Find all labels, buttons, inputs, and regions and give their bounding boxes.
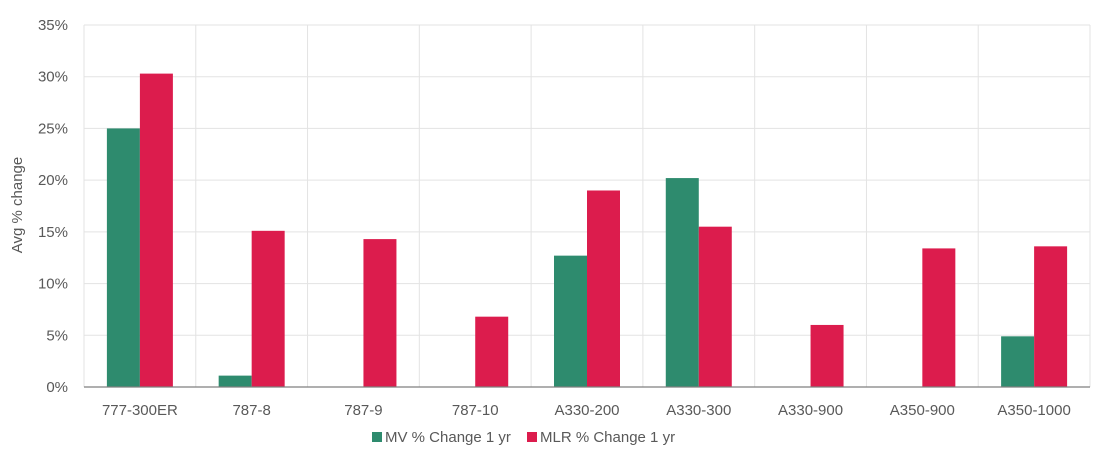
bars	[106, 73, 1068, 388]
bar-mv	[665, 178, 699, 387]
bar-mv	[106, 128, 140, 387]
bar-mlr	[698, 226, 732, 387]
y-tick-label: 20%	[38, 172, 68, 189]
x-tick-labels: 777-300ER 787-8 787-9 787-10 A330-200 A330-30…	[102, 402, 1071, 419]
legend-label: MLR % Change 1 yr	[540, 429, 675, 446]
y-tick-labels: 0% 5% 10% 15% 20% 25% 30% 35%	[38, 17, 68, 396]
bar-mlr	[810, 324, 844, 387]
x-tick-label: 787-8	[232, 402, 270, 419]
bar-mlr	[363, 239, 397, 387]
x-tick-label: 787-9	[344, 402, 382, 419]
bar-mlr	[922, 248, 956, 387]
y-tick-label: 30%	[38, 69, 68, 86]
legend-swatch	[372, 432, 382, 442]
bar-mlr	[251, 230, 285, 387]
bar-mv	[554, 255, 587, 387]
y-tick-label: 15%	[38, 224, 68, 241]
x-tick-label: A330-300	[666, 402, 731, 419]
bar-mlr	[475, 316, 509, 387]
x-tick-label: A330-900	[778, 402, 843, 419]
y-axis-label: Avg % change	[9, 157, 26, 253]
bar-mlr	[139, 73, 173, 388]
bar-mlr	[1034, 246, 1068, 387]
legend-label: MV % Change 1 yr	[385, 429, 511, 446]
legend-swatch	[527, 432, 537, 442]
y-tick-label: 10%	[38, 276, 68, 293]
y-tick-label: 5%	[46, 327, 68, 344]
legend: MV % Change 1 yr MLR % Change 1 yr	[372, 429, 675, 446]
bar-mv	[1001, 336, 1035, 387]
bar-mv	[218, 375, 252, 387]
x-tick-label: 777-300ER	[102, 402, 178, 419]
x-tick-label: A350-1000	[997, 402, 1070, 419]
y-tick-label: 35%	[38, 17, 68, 34]
y-tick-label: 0%	[46, 379, 68, 396]
y-tick-label: 25%	[38, 120, 68, 137]
x-tick-label: 787-10	[452, 402, 499, 419]
x-tick-label: A350-900	[890, 402, 955, 419]
x-tick-label: A330-200	[554, 402, 619, 419]
bar-mlr	[587, 190, 620, 387]
